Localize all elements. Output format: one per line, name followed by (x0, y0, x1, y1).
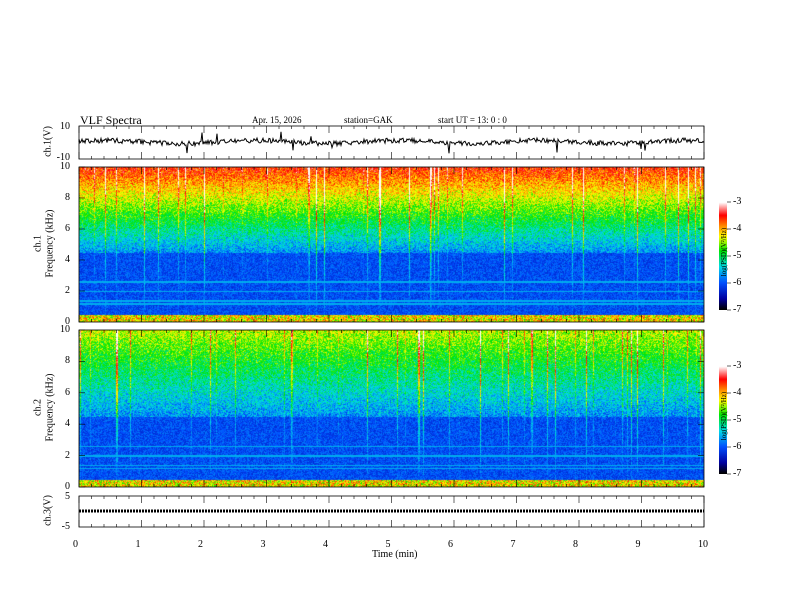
spec-ytick-label: 10 (60, 324, 70, 335)
spec-ytick-label: 4 (65, 418, 70, 430)
colorbar-tick-label: -3 (733, 196, 742, 207)
x-tick-label: 6 (448, 539, 453, 550)
spec-ytick-label: 4 (65, 254, 70, 265)
ch2-colorbar-label: log(PSD)(V²/Hz) (720, 391, 729, 441)
x-tick-label: 8 (573, 539, 578, 550)
colorbar-tick-label: -6 (733, 441, 742, 452)
spec-ytick-label: 2 (65, 285, 70, 296)
date-label: Apr. 15, 2026 (252, 115, 302, 125)
colorbar-tick-label: -4 (733, 223, 742, 234)
figure-title: VLF Spectra (80, 113, 142, 127)
start-time-label: start UT = 13: 0 : 0 (438, 115, 507, 125)
ch3-ytick-label: -5 (61, 521, 70, 532)
ch1-spec-ylabel-top: ch.1 (32, 235, 44, 252)
ch2-spec-ylabel: Frequency (kHz) (44, 373, 56, 442)
ch1-colorbar (719, 202, 727, 310)
x-axis-label: Time (min) (372, 549, 418, 560)
ch3-ylabel: ch.3(V) (42, 495, 54, 526)
station-label: station=GAK (344, 115, 393, 125)
ch1-ytick-label: -10 (56, 152, 70, 163)
spec-ytick-label: 2 (65, 449, 70, 461)
colorbar-tick-label: -6 (733, 277, 742, 288)
x-tick-label: 1 (135, 539, 141, 550)
spec-ytick-label: 10 (60, 161, 70, 172)
spec-ytick-label: 0 (65, 316, 70, 327)
ch2-spec-ylabel-top: ch.2 (32, 399, 44, 416)
ch1-colorbar-label: log(PSD)(V²/Hz) (720, 227, 729, 277)
ch2-colorbar (719, 366, 727, 474)
ch1-ytick-label: 10 (60, 121, 70, 132)
spec-ytick-label: 6 (65, 386, 70, 398)
ch1-waveform-line (78, 131, 705, 154)
x-tick-label: 4 (323, 539, 328, 550)
x-tick-label: 2 (198, 539, 203, 550)
ch2-spectrogram (79, 330, 704, 487)
spec-ytick-label: 6 (65, 223, 70, 234)
spec-ytick-label: 8 (65, 355, 70, 367)
x-tick-label: 10 (698, 539, 708, 550)
colorbar-tick-label: -4 (733, 387, 742, 398)
colorbar-tick-label: -3 (733, 360, 742, 371)
colorbar-tick-label: -7 (733, 468, 742, 479)
x-tick-label: 7 (510, 539, 516, 550)
colorbar-tick-label: -7 (733, 304, 742, 315)
ch3-ytick-label: 5 (65, 491, 70, 502)
spec-ytick-label: 8 (65, 192, 70, 203)
x-tick-label: 3 (260, 539, 266, 550)
ch1-spec-ylabel: Frequency (kHz) (44, 209, 56, 278)
x-tick-label: 0 (73, 539, 78, 550)
x-tick-label: 5 (385, 539, 391, 550)
ch1-spectrogram (79, 167, 704, 322)
x-tick-label: 9 (635, 539, 641, 550)
colorbar-tick-label: -5 (733, 250, 742, 261)
ch1-ylabel: ch.1(V) (42, 126, 54, 157)
panel-frame (78, 329, 705, 488)
spec-ytick-label: 0 (65, 481, 70, 492)
panel-frame (78, 166, 705, 323)
colorbar-tick-label: -5 (733, 414, 742, 425)
